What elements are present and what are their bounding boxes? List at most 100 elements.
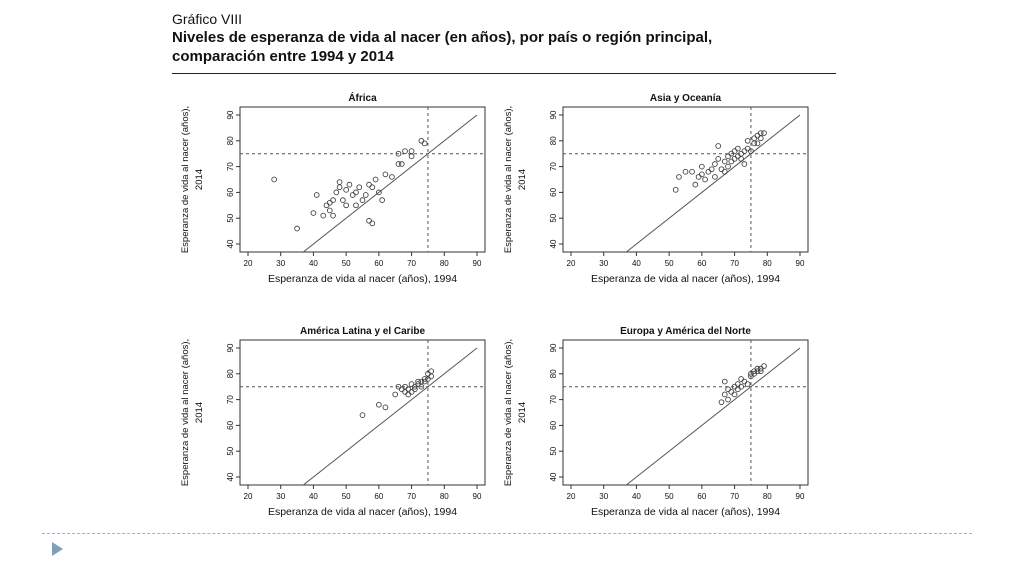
y-axis-label: Esperanza de vida al nacer (años), (180, 339, 191, 486)
data-point (392, 391, 399, 398)
data-point (702, 176, 708, 183)
data-point (408, 389, 415, 395)
data-point (712, 174, 718, 180)
data-point (333, 189, 340, 196)
figure-header: Gráfico VIII Niveles de esperanza de vid… (172, 10, 836, 66)
data-point (715, 156, 722, 162)
data-point (725, 386, 731, 393)
data-point (744, 145, 751, 152)
data-point (682, 168, 689, 175)
x-tick-label: 60 (374, 492, 383, 501)
data-point (382, 404, 389, 411)
data-point (754, 132, 761, 139)
x-axis-label: Esperanza de vida al nacer (años), 1994 (591, 273, 780, 285)
x-tick-label: 40 (309, 492, 318, 501)
data-point (718, 166, 725, 173)
data-point (741, 148, 748, 154)
x-tick-label: 60 (697, 259, 706, 268)
y-axis-label: Esperanza de vida al nacer (años), (503, 339, 514, 486)
data-point (725, 396, 731, 403)
y-tick-label: 80 (226, 369, 235, 378)
header-rule (172, 73, 836, 74)
data-point (395, 150, 402, 157)
slide-footer-divider (42, 533, 972, 534)
y-axis-label-year: 2014 (517, 169, 528, 190)
y-tick-label: 60 (549, 420, 558, 429)
data-point (744, 137, 751, 144)
data-point (398, 161, 405, 167)
identity-line (625, 114, 801, 252)
x-tick-label: 90 (796, 492, 805, 501)
data-point (405, 386, 412, 393)
x-tick-label: 80 (440, 492, 449, 501)
data-point (421, 140, 428, 147)
data-point (734, 386, 741, 393)
data-point (721, 158, 728, 165)
data-point (421, 376, 428, 382)
data-point (741, 161, 748, 167)
data-point (676, 174, 682, 180)
data-point (353, 189, 359, 196)
y-tick-label: 40 (226, 472, 235, 481)
y-tick-label: 90 (549, 110, 558, 119)
y-axis-label: Esperanza de vida al nacer (años), (180, 106, 191, 253)
data-point (405, 391, 412, 398)
data-point (379, 197, 385, 203)
data-point (712, 161, 718, 167)
data-point (411, 386, 418, 393)
data-point (366, 217, 372, 224)
data-point (734, 381, 741, 387)
x-tick-label: 60 (374, 259, 383, 268)
x-tick-label: 40 (632, 492, 641, 501)
x-tick-label: 90 (796, 259, 805, 268)
data-point (708, 166, 715, 173)
x-tick-label: 20 (244, 259, 253, 268)
x-tick-label: 20 (567, 492, 576, 501)
data-point (353, 202, 359, 209)
data-point (408, 148, 415, 154)
plot-area (240, 340, 485, 485)
x-axis-label: Esperanza de vida al nacer (años), 1994 (268, 506, 457, 518)
plot-area (563, 340, 808, 485)
x-tick-label: 40 (632, 259, 641, 268)
x-tick-label: 50 (342, 492, 351, 501)
data-point (692, 181, 699, 188)
y-tick-label: 90 (226, 343, 235, 352)
x-tick-label: 70 (730, 492, 739, 501)
x-tick-label: 20 (567, 259, 576, 268)
x-tick-label: 80 (763, 492, 772, 501)
scatter-panel: Europa y América del Norte 20 30 40 50 60 70 80… (503, 326, 809, 518)
x-tick-label: 70 (730, 259, 739, 268)
data-point (672, 186, 679, 193)
scatter-panel: América Latina y el Caribe 20 30 40 50 60 70 80… (180, 326, 486, 518)
data-point (731, 148, 738, 154)
data-point (734, 153, 741, 160)
data-point (725, 163, 731, 170)
data-point (734, 145, 741, 152)
data-point (369, 220, 376, 227)
data-point (376, 189, 382, 196)
data-point (731, 391, 738, 398)
data-point (408, 381, 415, 387)
scatter-panel: Asia y Oceanía 20 30 40 50 60 70 80 90 40 50 60 70 80… (503, 93, 809, 285)
data-point (330, 197, 336, 203)
plot-frame (239, 106, 486, 253)
data-point (294, 225, 300, 232)
figure-title-line-2: comparación entre 1994 y 2014 (172, 48, 394, 65)
y-tick-label: 70 (549, 395, 558, 404)
x-tick-label: 30 (276, 492, 285, 501)
identity-line (302, 114, 478, 252)
data-point (336, 184, 343, 191)
y-tick-label: 70 (226, 395, 235, 404)
data-point (408, 153, 415, 160)
y-tick-label: 80 (226, 136, 235, 145)
data-point (313, 192, 320, 198)
y-tick-label: 80 (549, 369, 558, 378)
x-tick-label: 70 (407, 492, 416, 501)
data-point (418, 383, 425, 390)
data-point (330, 212, 336, 219)
y-tick-label: 60 (226, 420, 235, 429)
data-point (689, 168, 695, 175)
data-point (741, 378, 748, 385)
